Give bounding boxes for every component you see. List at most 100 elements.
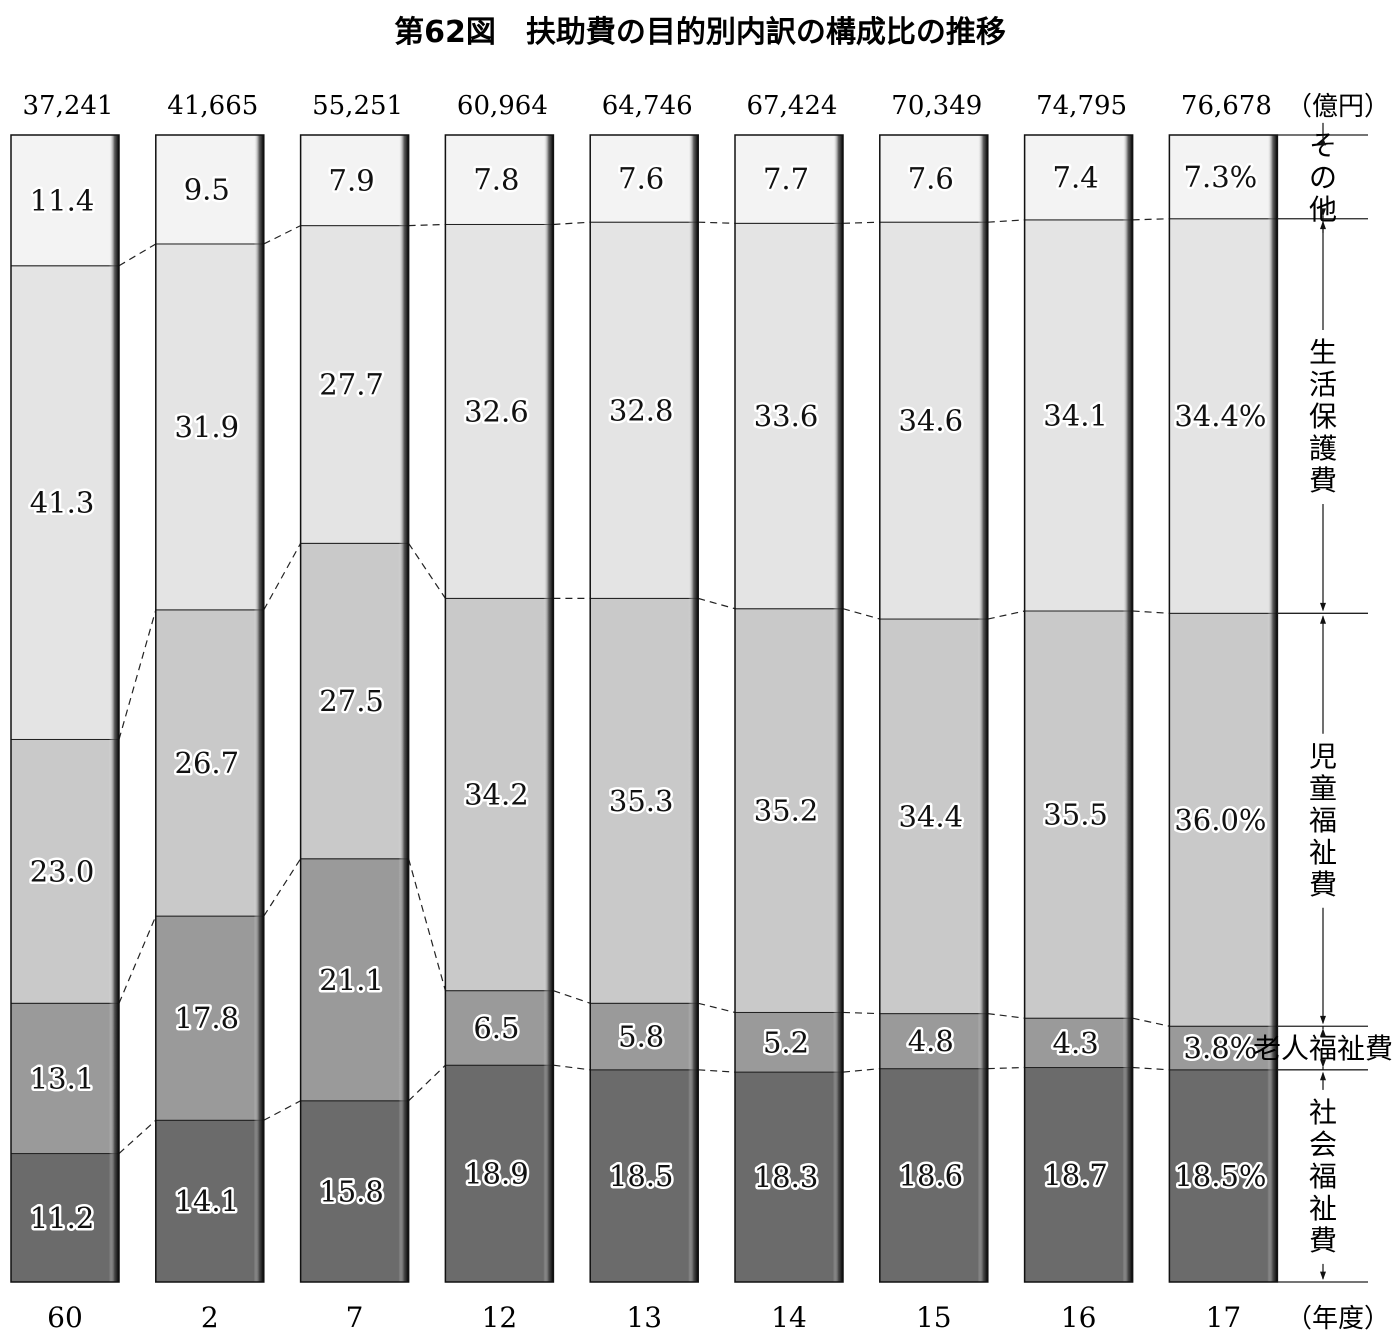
segment-社会福祉費-2 — [155, 1119, 265, 1283]
connector-line — [118, 1119, 157, 1154]
bar-outline — [1168, 134, 1279, 1283]
total-label-13: 64,746 — [602, 91, 693, 121]
total-label-16: 74,795 — [1036, 91, 1127, 121]
x-tick-2: 2 — [201, 1301, 219, 1334]
arrow-head-icon — [1320, 602, 1326, 612]
data-label-その他-15: 7.6 — [908, 162, 954, 196]
connector-line — [987, 219, 1025, 223]
data-label-社会福祉費-7: 15.8 — [319, 1174, 384, 1208]
data-label-児童福祉費-12: 34.2 — [464, 778, 529, 812]
segment-児童福祉費-7 — [300, 542, 410, 860]
data-label-社会福祉費-17: 18.5% — [1174, 1159, 1266, 1193]
data-label-老人福祉費-15: 4.8 — [908, 1024, 954, 1058]
bar-17: 18.5% 3.8% 36.0% 34.4% 7.3% — [1168, 134, 1279, 1283]
total-label-7: 55,251 — [312, 91, 403, 121]
x-tick-15: 15 — [916, 1301, 952, 1334]
data-label-社会福祉費-14: 18.3 — [754, 1160, 819, 1194]
bar-2: 14.1 17.8 26.7 31.9 9.5 — [155, 134, 265, 1283]
bar-shade — [398, 135, 409, 1282]
arrow-head-icon — [1320, 1028, 1326, 1037]
x-unit-label: （年度） — [1286, 1304, 1390, 1334]
segment-生活保護費-15 — [879, 221, 989, 620]
bar-shade — [543, 135, 554, 1282]
data-label-社会福祉費-12: 18.9 — [464, 1157, 529, 1191]
bar-16: 18.7 4.3 35.5 34.1 7.4 — [1023, 134, 1134, 1283]
connector-line — [1132, 1066, 1170, 1071]
x-tick-16: 16 — [1061, 1301, 1097, 1334]
data-label-その他-16: 7.4 — [1053, 160, 1099, 194]
connector-line — [987, 610, 1025, 620]
x-tick-12: 12 — [482, 1301, 518, 1334]
bar-outline — [1023, 134, 1134, 1283]
segment-生活保護費-12 — [444, 223, 554, 599]
segment-老人福祉費-12 — [444, 990, 554, 1066]
data-label-社会福祉費-2: 14.1 — [175, 1184, 240, 1218]
bar-shade — [1267, 135, 1278, 1282]
legend-label-児童福祉費: 児童福祉費 — [1309, 740, 1337, 901]
connector-line — [1132, 1017, 1170, 1027]
connector-line — [263, 543, 302, 611]
arrow-head-icon — [1320, 1015, 1326, 1025]
bar-12: 18.9 6.5 34.2 32.6 7.8 — [444, 134, 555, 1283]
segment-生活保護費-7 — [300, 225, 410, 544]
arrow-head-icon — [1320, 1271, 1326, 1280]
data-label-児童福祉費-15: 34.4 — [899, 799, 964, 833]
segment-生活保護費-2 — [155, 243, 265, 611]
arrow-head-icon — [1320, 137, 1326, 146]
connector-lines — [118, 218, 1170, 1154]
segment-児童福祉費-2 — [155, 609, 265, 917]
data-label-生活保護費-15: 34.6 — [899, 404, 964, 438]
data-label-その他-60: 11.4 — [30, 183, 95, 217]
connector-line — [987, 1013, 1025, 1019]
data-label-その他-7: 7.9 — [329, 163, 375, 197]
segment-児童福祉費-15 — [879, 618, 989, 1015]
bar-outline — [444, 134, 555, 1283]
connector-line — [698, 221, 736, 224]
data-label-老人福祉費-13: 5.8 — [618, 1020, 664, 1054]
connector-line — [408, 223, 446, 227]
arrow-head-icon — [1320, 615, 1326, 624]
connector-line — [987, 1066, 1025, 1070]
x-tick-13: 13 — [626, 1301, 662, 1334]
segment-生活保護費-16 — [1024, 219, 1134, 612]
segment-児童福祉費-17 — [1168, 612, 1278, 1027]
segment-その他-7 — [300, 134, 410, 227]
data-label-老人福祉費-14: 5.2 — [763, 1025, 809, 1059]
data-label-その他-2: 9.5 — [184, 172, 230, 206]
connector-line — [553, 990, 591, 1004]
bar-outline — [155, 134, 265, 1283]
segment-児童福祉費-60 — [10, 738, 120, 1004]
bar-60: 11.2 13.1 23.0 41.3 11.4 — [10, 134, 120, 1283]
bar-outline — [10, 134, 120, 1283]
x-tick-7: 7 — [346, 1301, 364, 1334]
connector-line — [698, 1002, 736, 1014]
connector-line — [408, 1064, 446, 1102]
bar-shade — [109, 135, 119, 1282]
data-label-生活保護費-13: 32.8 — [609, 393, 674, 427]
connector-line — [408, 542, 446, 599]
data-label-生活保護費-17: 34.4% — [1174, 399, 1266, 433]
data-label-その他-13: 7.6 — [618, 162, 664, 196]
arrow-head-icon — [1320, 1059, 1326, 1068]
data-label-児童福祉費-2: 26.7 — [175, 746, 240, 780]
segment-老人福祉費-2 — [155, 915, 265, 1121]
bar-shade — [1122, 135, 1133, 1282]
segment-その他-2 — [155, 134, 265, 245]
data-label-児童福祉費-16: 35.5 — [1043, 798, 1108, 832]
connector-line — [118, 609, 157, 740]
data-label-児童福祉費-14: 35.2 — [754, 794, 819, 828]
arrow-head-icon — [1320, 1071, 1326, 1081]
bar-shade — [253, 135, 264, 1282]
segment-児童福祉費-13 — [589, 597, 699, 1004]
data-label-児童福祉費-13: 35.3 — [609, 784, 674, 818]
data-label-社会福祉費-60: 11.2 — [30, 1201, 95, 1235]
bar-shade — [977, 135, 988, 1282]
bar-shade — [688, 135, 699, 1282]
segment-社会福祉費-17 — [1168, 1069, 1278, 1283]
total-label-2: 41,665 — [167, 91, 258, 121]
bar-outline — [589, 134, 699, 1283]
data-label-老人福祉費-7: 21.1 — [319, 963, 384, 997]
data-label-老人福祉費-17: 3.8% — [1184, 1031, 1258, 1065]
total-unit-label: （億円） — [1286, 92, 1390, 122]
bar-outline — [299, 134, 410, 1283]
